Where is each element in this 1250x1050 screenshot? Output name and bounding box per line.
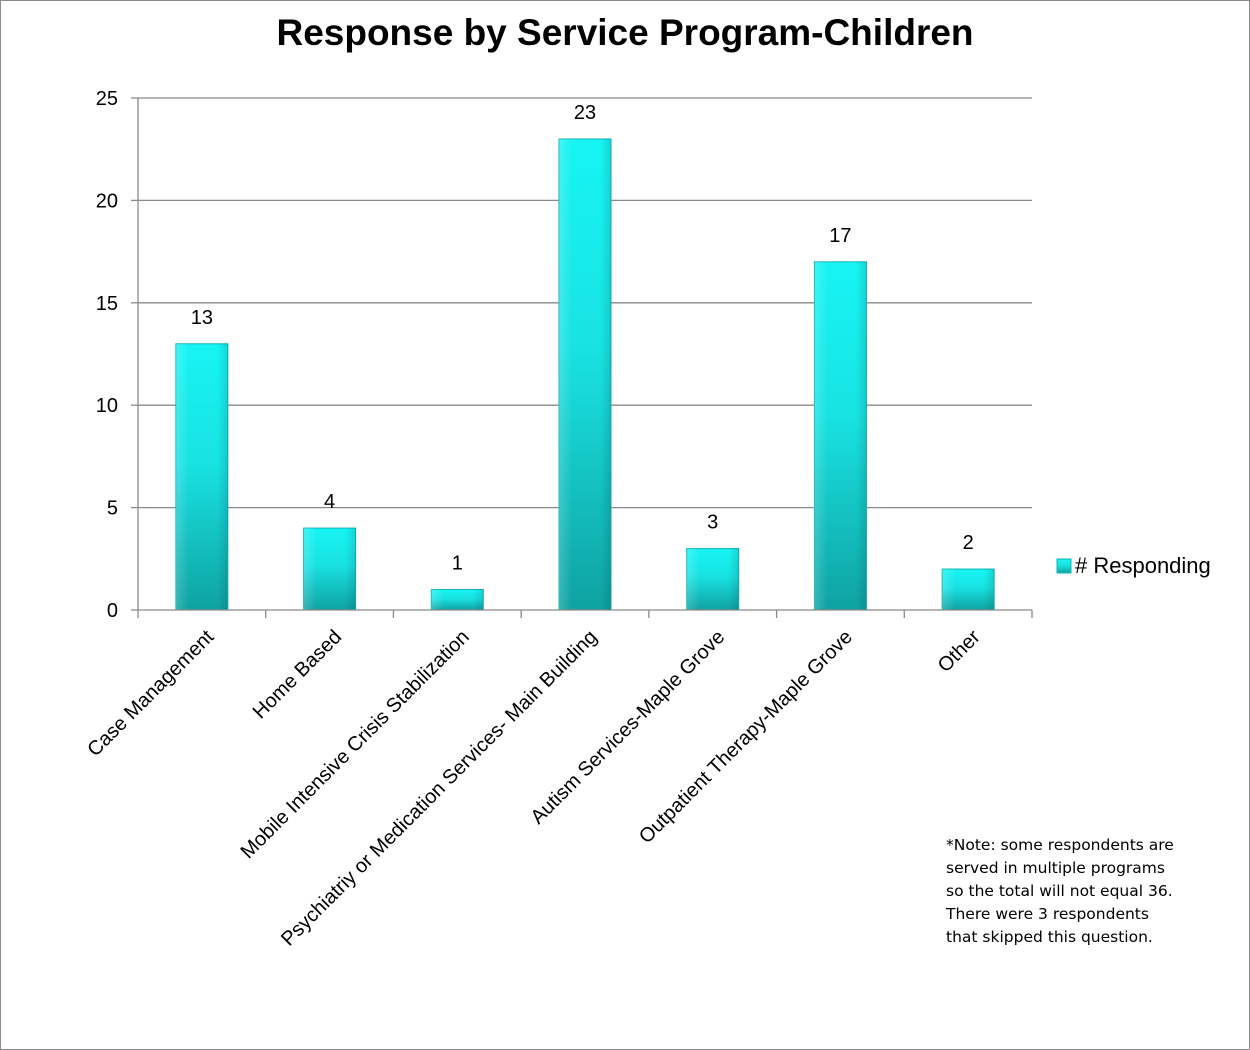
bar-shading (303, 528, 356, 610)
y-tick-label: 10 (96, 395, 118, 417)
bar-value-label: 3 (707, 512, 718, 534)
legend-swatch (1056, 558, 1072, 574)
x-category-label: Mobile Intensive Crisis Stabilization (237, 626, 474, 863)
bar-value-label: 13 (191, 307, 213, 329)
note-line: that skipped this question. (946, 928, 1153, 946)
bar-value-label: 17 (829, 225, 851, 247)
bar-value-label: 23 (574, 102, 596, 124)
bar-shading (686, 548, 739, 610)
y-tick-label: 0 (107, 600, 118, 622)
y-tick-label: 20 (96, 190, 118, 212)
legend-label: # Responding (1075, 553, 1211, 578)
y-tick-label: 5 (107, 498, 118, 520)
note-line: served in multiple programs (946, 859, 1165, 877)
note-line: *Note: some respondents are (946, 836, 1174, 854)
x-category-label: Outpatient Therapy-Maple Grove (635, 626, 857, 848)
bar-value-label: 4 (324, 491, 335, 513)
bar-shading (175, 343, 228, 610)
y-tick-label: 15 (96, 293, 118, 315)
bar-shading (559, 138, 611, 610)
x-category-label: Other (934, 626, 985, 677)
note-line: There were 3 respondents (946, 905, 1149, 923)
bar-value-label: 1 (452, 553, 463, 575)
bar-value-label: 2 (963, 532, 974, 554)
y-tick-label: 25 (96, 88, 118, 110)
bar-shading (942, 569, 995, 610)
x-category-label: Home Based (249, 626, 346, 723)
bar-shading (814, 261, 867, 610)
x-category-label: Case Management (83, 626, 218, 761)
chart-title: Response by Service Program-Children (276, 12, 974, 53)
note-line: so the total will not equal 36. (946, 882, 1173, 900)
chart-note: *Note: some respondents are served in mul… (946, 834, 1216, 949)
bar-shading (431, 589, 484, 610)
